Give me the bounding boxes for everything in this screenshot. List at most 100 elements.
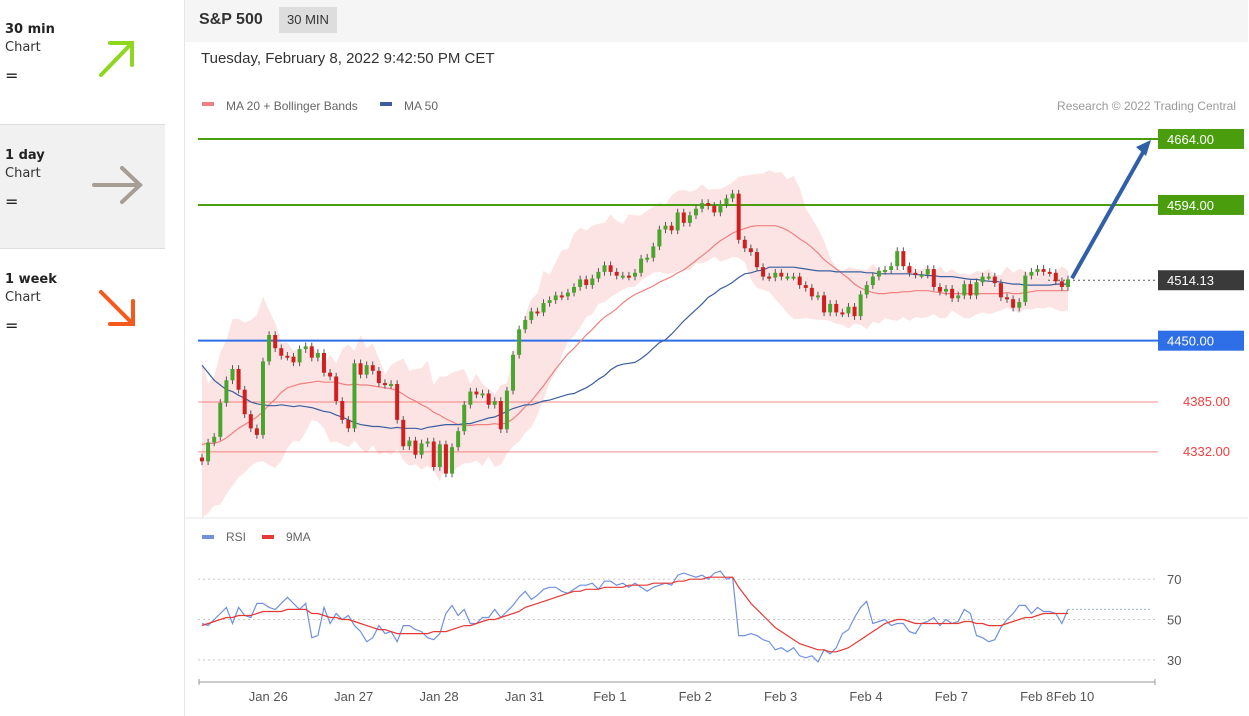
- candle-body: [200, 457, 204, 462]
- candle-body: [864, 285, 869, 295]
- sidebar-item-30min[interactable]: 30 min Chart =: [0, 0, 165, 125]
- candle-body: [590, 278, 595, 286]
- legend-swatch-ma20: [202, 102, 214, 106]
- candle-body: [767, 276, 772, 279]
- x-tick-label: Feb 7: [935, 689, 968, 704]
- candle-body: [431, 441, 436, 467]
- candle-body: [992, 276, 997, 284]
- sidebar-period: 1 day: [5, 148, 45, 163]
- rsi-level-label: 50: [1167, 613, 1181, 628]
- sidebar-item-1day[interactable]: 1 day Chart =: [0, 124, 165, 249]
- candle-body: [815, 295, 820, 298]
- x-tick-label: Jan 26: [249, 689, 288, 704]
- level-tag-4594.00: [1158, 194, 1244, 215]
- candle-body: [651, 246, 656, 258]
- legend-ma20: MA 20 + Bollinger Bands: [226, 99, 358, 113]
- candle-body: [578, 279, 583, 287]
- candle-body: [718, 204, 723, 213]
- arrow-down-icon: [99, 290, 135, 326]
- candle-body: [267, 335, 272, 362]
- candle-body: [1011, 299, 1016, 308]
- sidebar-item-1week[interactable]: 1 week Chart =: [0, 249, 165, 374]
- candle-body: [1047, 271, 1052, 274]
- candle-body: [456, 431, 461, 448]
- level-label-4332.00: 4332.00: [1183, 444, 1230, 459]
- x-tick-label: Feb 10: [1054, 689, 1094, 704]
- candle-body: [754, 252, 759, 268]
- level-tag-4450.00: [1158, 330, 1244, 351]
- chart-header: S&P 500 30 MIN: [185, 0, 1248, 42]
- candle-body: [364, 365, 369, 375]
- candle-body: [523, 319, 528, 330]
- candle-body: [657, 229, 662, 247]
- legend-ma50: MA 50: [404, 99, 438, 113]
- timeframe-sidebar: 30 min Chart = 1 day Chart = 1 week Char…: [0, 0, 165, 376]
- candle-body: [260, 361, 265, 435]
- candle-body: [541, 302, 546, 313]
- candle-body: [919, 274, 924, 277]
- candle-body: [828, 303, 833, 313]
- candle-body: [1053, 272, 1058, 282]
- candle-body: [504, 390, 509, 430]
- candle-body: [565, 292, 570, 297]
- candle-body: [1059, 281, 1064, 287]
- sidebar-equal-sign: =: [5, 66, 19, 85]
- legend-swatch-rsi: [202, 535, 214, 539]
- timeframe-badge[interactable]: 30 MIN: [279, 7, 337, 33]
- candle-body: [883, 269, 888, 272]
- candle-body: [846, 306, 851, 314]
- candle-body: [596, 271, 601, 279]
- candle-body: [462, 404, 467, 432]
- candle-body: [852, 306, 857, 317]
- candle-body: [968, 284, 973, 296]
- candle-body: [736, 193, 741, 240]
- candle-body: [773, 272, 778, 278]
- candle-body: [876, 270, 881, 277]
- candle-body: [797, 276, 802, 286]
- candle-body: [236, 368, 241, 390]
- level-label-4514.13: 4514.13: [1167, 273, 1214, 288]
- candle-body: [608, 265, 613, 272]
- level-label-4385.00: 4385.00: [1183, 394, 1230, 409]
- x-tick-label: Feb 3: [764, 689, 797, 704]
- x-tick-label: Feb 8: [1020, 689, 1053, 704]
- candle-body: [309, 346, 314, 358]
- candle-body: [401, 419, 406, 447]
- candle-body: [529, 311, 534, 320]
- candle-body: [517, 329, 522, 355]
- candle-body: [450, 447, 455, 474]
- candle-body: [901, 251, 906, 267]
- candle-body: [669, 225, 674, 231]
- x-tick-label: Jan 31: [505, 689, 544, 704]
- legend-swatch-rsi-ma: [262, 535, 274, 539]
- sidebar-chart-label: Chart: [5, 166, 41, 181]
- candle-body: [321, 352, 326, 373]
- candle-body: [950, 288, 955, 299]
- candle-body: [840, 312, 845, 315]
- candle-body: [437, 444, 442, 467]
- candle-body: [748, 248, 753, 253]
- bollinger-band: [202, 170, 1068, 518]
- level-tag-4664.00: [1158, 128, 1244, 149]
- candle-body: [486, 393, 491, 405]
- x-tick-label: Jan 27: [334, 689, 373, 704]
- candle-body: [639, 258, 644, 273]
- candle-body: [803, 285, 808, 288]
- candle-body: [700, 203, 705, 209]
- candles: [200, 189, 1070, 478]
- research-credit: Research © 2022 Trading Central: [1057, 99, 1236, 113]
- symbol-title: S&P 500: [199, 11, 263, 28]
- price-chart[interactable]: MA 20 + Bollinger Bands MA 50 Research © 2…: [185, 0, 1248, 716]
- x-tick-label: Feb 2: [679, 689, 712, 704]
- candle-body: [407, 440, 412, 447]
- candle-body: [218, 402, 223, 437]
- arrow-right-icon: [92, 166, 143, 204]
- candle-body: [382, 383, 387, 386]
- level-label-4594.00: 4594.00: [1167, 198, 1214, 213]
- candle-body: [340, 401, 345, 420]
- rsi-line: [201, 570, 1069, 663]
- candle-body: [822, 295, 827, 313]
- candle-body: [785, 276, 790, 279]
- candle-body: [224, 380, 229, 403]
- candle-body: [273, 335, 278, 349]
